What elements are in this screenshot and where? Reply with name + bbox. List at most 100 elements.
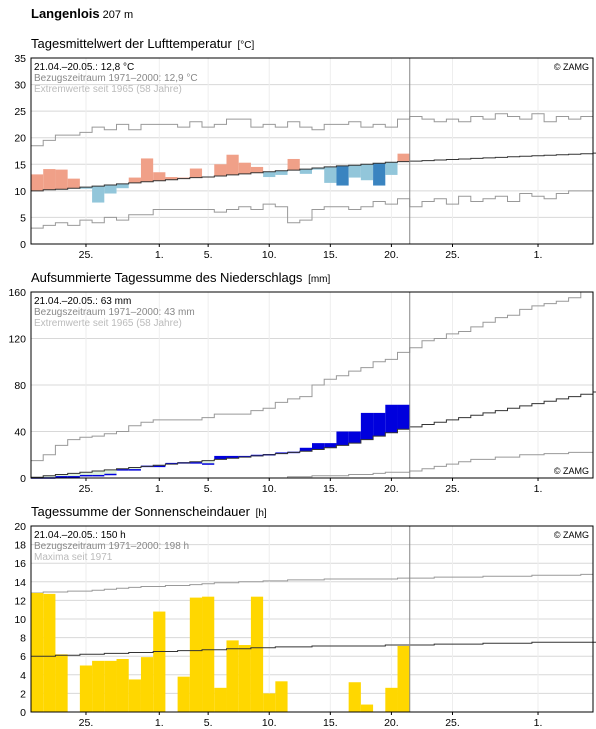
x-tick-label: 10. — [262, 249, 277, 261]
sunshine-bar — [385, 687, 398, 712]
x-tick-label: 10. — [262, 717, 277, 729]
temperature-bar — [373, 163, 386, 186]
legend-normal: Bezugszeitraum 1971–2000: 43 mm — [34, 307, 195, 318]
temperature-bar — [324, 166, 337, 183]
sunshine-bar — [226, 640, 239, 712]
y-tick-label: 40 — [14, 427, 26, 439]
series-normal-line — [31, 161, 410, 192]
x-tick-label: 20. — [384, 483, 399, 495]
y-tick-label: 0 — [20, 473, 26, 485]
y-tick-label: 10 — [14, 614, 26, 626]
sunshine-bar — [250, 596, 264, 712]
legend-observed: 21.04.–20.05.: 63 mm — [34, 296, 131, 307]
sunshine-bar — [177, 676, 190, 712]
temperature-unit: [°C] — [237, 40, 255, 51]
sunshine-bar — [55, 654, 68, 712]
precipitation-bar — [324, 443, 337, 448]
temperature-bar — [336, 165, 349, 186]
chart-panel-temperature: 0 5 10 15 20 25 30 35 25. 1. 5. 10. 15. 20. 25. 1. 21.04… — [14, 53, 596, 261]
x-tick-label: 25. — [445, 249, 460, 261]
y-tick-label: 160 — [8, 287, 26, 299]
x-tick-label: 20. — [384, 249, 399, 261]
precipitation-deficit — [104, 469, 117, 475]
sunshine-bar — [31, 592, 44, 712]
sunshine-bar — [275, 681, 288, 712]
precipitation-bar — [299, 447, 312, 452]
x-tick-label: 1. — [155, 717, 164, 729]
sunshine-bar — [397, 645, 410, 712]
series-normal-line — [31, 428, 410, 478]
sunshine-bar — [116, 658, 129, 712]
temperature-bar — [287, 158, 300, 171]
x-tick-label: 1. — [534, 717, 543, 729]
x-tick-label: 15. — [323, 483, 338, 495]
sunshine-bar — [43, 593, 56, 712]
sunshine-bar — [92, 660, 105, 712]
x-tick-label: 25. — [79, 717, 94, 729]
sunshine-bar — [140, 657, 154, 712]
copyright-label: © ZAMG — [554, 530, 589, 540]
temperature-bar — [360, 164, 374, 181]
sunshine-bar — [214, 687, 227, 712]
temperature-bar — [348, 165, 361, 178]
y-tick-label: 80 — [14, 380, 26, 392]
precipitation-deficit — [92, 471, 105, 476]
x-tick-label: 25. — [445, 483, 460, 495]
precipitation-bar — [385, 404, 398, 433]
y-tick-label: 4 — [20, 670, 26, 682]
precipitation-deficit — [55, 474, 68, 477]
precipitation-deficit — [43, 475, 56, 478]
precipitation-title-text: Aufsummierte Tagessumme des Niederschlag… — [31, 270, 303, 285]
precipitation-deficit — [79, 472, 93, 476]
chart-panel-precipitation: 0 40 80 120 160 25. 1. 5. 10. 15. 20. 25. 1. 21.04.–2… — [8, 287, 596, 495]
y-tick-label: 0 — [20, 239, 26, 251]
plot-frame — [30, 525, 594, 713]
x-tick-label: 10. — [262, 483, 277, 495]
temperature-bar — [263, 171, 276, 178]
copyright-label: © ZAMG — [554, 62, 589, 72]
sunshine-chart-title: Tagessumme der Sonnenscheindauer [h] — [31, 504, 267, 519]
station-name: Langenlois — [31, 6, 100, 21]
x-tick-label: 1. — [534, 483, 543, 495]
temperature-bar — [312, 168, 325, 170]
x-tick-label: 25. — [445, 717, 460, 729]
legend-normal: Bezugszeitraum 1971–2000: 198 h — [34, 541, 189, 552]
y-tick-label: 5 — [20, 212, 26, 224]
x-tick-label: 1. — [155, 483, 164, 495]
plot-frame — [30, 291, 594, 479]
temperature-chart-title: Tagesmittelwert der Lufttemperatur [°C] — [31, 36, 254, 51]
legend-extremes: Extremwerte seit 1965 (58 Jahre) — [34, 84, 182, 95]
legend-observed: 21.04.–20.05.: 12,8 °C — [34, 62, 134, 73]
precipitation-bar — [397, 404, 410, 430]
y-tick-label: 8 — [20, 633, 26, 645]
sunshine-bar — [189, 597, 203, 712]
series-normal-line — [31, 644, 410, 657]
sunshine-bar — [238, 645, 251, 712]
temperature-bar — [43, 169, 56, 190]
series-normal-line-ahead — [409, 391, 596, 428]
x-tick-label: 1. — [534, 249, 543, 261]
temperature-bar — [79, 187, 93, 189]
x-tick-label: 5. — [204, 249, 213, 261]
sunshine-unit: [h] — [255, 508, 267, 519]
temperature-bar — [385, 162, 398, 175]
plot-frame — [30, 57, 594, 245]
series-normal-line-ahead — [409, 152, 596, 162]
precipitation-deficit — [67, 473, 80, 477]
temperature-bar — [116, 183, 129, 189]
temperature-bar — [140, 158, 154, 182]
temperature-bar — [226, 154, 239, 175]
legend-observed: 21.04.–20.05.: 150 h — [34, 530, 126, 541]
series-max-line — [31, 573, 593, 594]
y-tick-label: 6 — [20, 651, 26, 663]
station-title: Langenlois 207 m — [31, 6, 133, 21]
y-tick-label: 2 — [20, 688, 26, 700]
x-tick-label: 15. — [323, 249, 338, 261]
legend-normal: Bezugszeitraum 1971–2000: 12,9 °C — [34, 73, 198, 84]
sunshine-bar — [202, 596, 215, 712]
sunshine-bar — [348, 682, 361, 712]
series-normal-line-ahead — [409, 641, 596, 646]
y-tick-label: 20 — [14, 133, 26, 145]
sunshine-bar — [263, 693, 276, 712]
